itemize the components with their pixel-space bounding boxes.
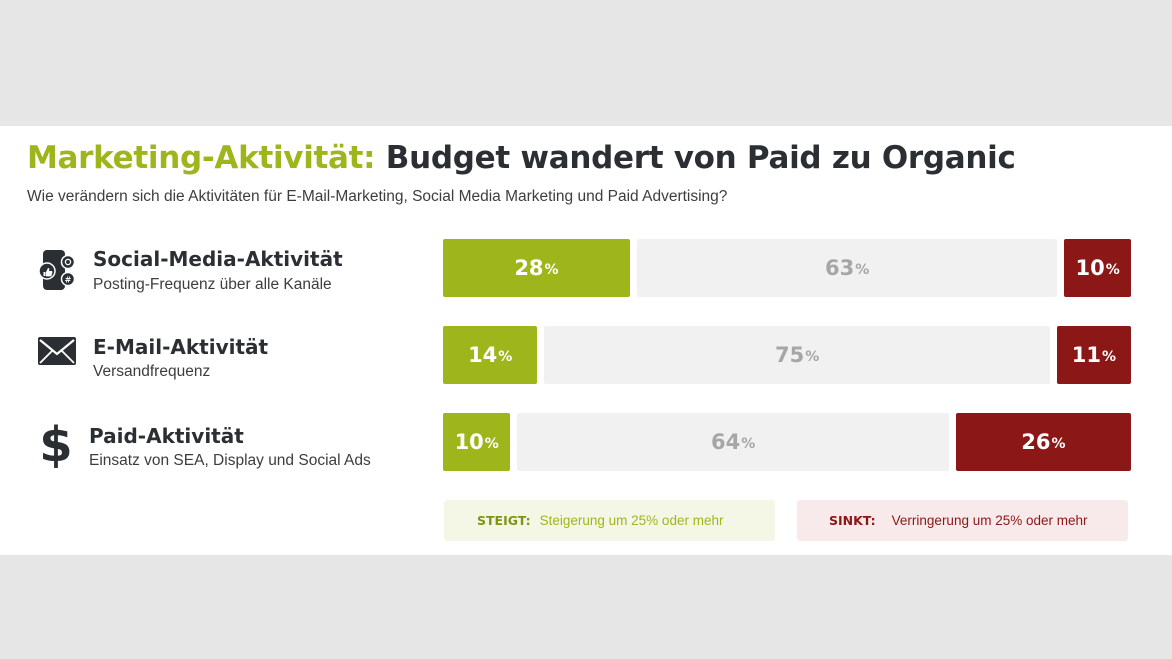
- chart-title: Marketing-Aktivität: Budget wandert von …: [27, 140, 1016, 176]
- svg-text:$: $: [40, 418, 72, 468]
- row-label-email: E-Mail-Aktivität: [93, 335, 269, 359]
- row-sublabel-paid: Einsatz von SEA, Display und Social Ads: [89, 452, 371, 469]
- legend-steigt-text: Steigerung um 25% oder mehr: [539, 513, 724, 528]
- dollar-icon: $: [40, 418, 72, 468]
- legend-sinkt-key: SINKT:: [829, 513, 876, 528]
- row-sublabel-email: Versandfrequenz: [93, 363, 211, 380]
- row-sublabel-social: Posting-Frequenz über alle Kanäle: [93, 276, 332, 293]
- envelope-icon: [38, 337, 76, 365]
- title-rest: Budget wandert von Paid zu Organic: [385, 140, 1016, 176]
- bar-steigt-1: 28%: [443, 239, 630, 297]
- bar-value-label: 75: [775, 343, 805, 367]
- bar-value-unit: %: [1051, 436, 1066, 452]
- bar-value-unit: %: [484, 436, 499, 452]
- bar-sinkt-2: 11%: [1056, 326, 1131, 384]
- bar-steigt-2: 14%: [443, 326, 538, 384]
- bar-neutral-2: 75%: [544, 326, 1050, 384]
- bar-value-unit: %: [1102, 349, 1117, 365]
- title-accent: Marketing-Aktivität:: [27, 140, 376, 176]
- bar-value-unit: %: [1105, 262, 1120, 278]
- bar-value-label: 26: [1021, 430, 1051, 454]
- bar-value-unit: %: [544, 262, 559, 278]
- bar-value-label: 64: [710, 430, 741, 454]
- bar-value-label: 28: [514, 256, 544, 280]
- bar-value-unit: %: [805, 349, 820, 365]
- row-label-paid: Paid-Aktivität: [89, 424, 244, 448]
- svg-text:#: #: [65, 276, 72, 285]
- social-media-phone-icon: #: [38, 250, 76, 290]
- bar-value-label: 14: [468, 343, 498, 367]
- legend-sinkt: SINKT: Verringerung um 25% oder mehr: [797, 500, 1128, 541]
- bar-sinkt-1: 10%: [1064, 239, 1131, 297]
- legend-steigt: STEIGT: Steigerung um 25% oder mehr: [444, 500, 775, 541]
- bar-neutral-1: 63%: [636, 239, 1058, 297]
- bar-value-unit: %: [741, 436, 756, 452]
- bar-sinkt-3: 26%: [955, 413, 1131, 471]
- bar-value-unit: %: [498, 349, 513, 365]
- bar-neutral-3: 64%: [517, 413, 949, 471]
- legend-sinkt-text: Verringerung um 25% oder mehr: [891, 513, 1088, 528]
- bar-value-label: 11: [1071, 343, 1102, 367]
- bar-value-label: 10: [1075, 256, 1105, 280]
- row-label-social: Social-Media-Aktivität: [93, 247, 343, 271]
- bar-value-label: 10: [454, 430, 484, 454]
- bar-value-unit: %: [855, 262, 870, 278]
- chart-subtitle: Wie verändern sich die Aktivitäten für E…: [27, 188, 728, 205]
- bar-steigt-3: 10%: [443, 413, 511, 471]
- legend-steigt-key: STEIGT:: [477, 513, 531, 528]
- bar-value-label: 63: [824, 256, 855, 280]
